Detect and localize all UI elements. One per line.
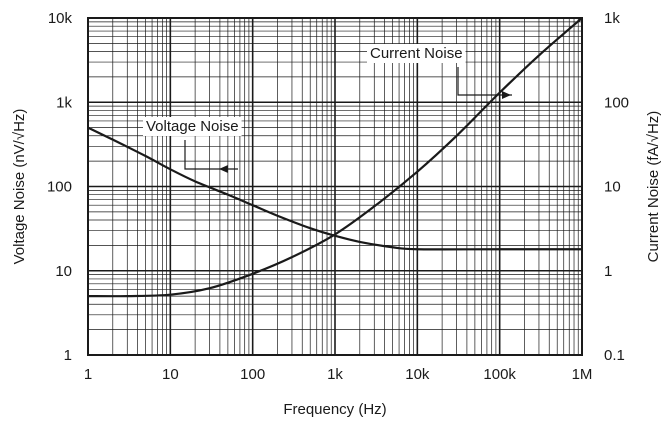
- y-right-tick-label: 100: [604, 94, 629, 111]
- y-right-tick-label: 1k: [604, 10, 620, 27]
- x-tick-label: 100: [240, 366, 265, 383]
- y-right-tick-label: 0.1: [604, 347, 625, 364]
- y-right-tick-labels: 0.1 1 10 100 1k: [604, 10, 629, 364]
- callout-layer: Voltage Noise Current Noise: [143, 44, 512, 173]
- y-left-tick-label: 10k: [48, 10, 73, 27]
- x-tick-label: 1: [84, 366, 92, 383]
- y-left-tick-label: 1k: [56, 94, 72, 111]
- y-right-tick-label: 1: [604, 263, 612, 280]
- x-tick-label: 100k: [483, 366, 516, 383]
- voltage-noise-callout-label: Voltage Noise: [146, 118, 239, 135]
- voltage-noise-series-line: [87, 126, 582, 251]
- series-layer: [87, 17, 583, 298]
- y-left-tick-label: 10: [55, 263, 72, 280]
- current-noise-callout-label: Current Noise: [370, 45, 463, 62]
- plot-frame: [87, 17, 583, 356]
- y-left-tick-label: 100: [47, 179, 72, 196]
- y-right-axis-label: Current Noise (fA/√Hz): [645, 111, 662, 263]
- x-tick-labels: 1 10 100 1k 10k 100k 1M: [84, 366, 593, 383]
- x-tick-label: 1k: [327, 366, 343, 383]
- y-right-tick-label: 10: [604, 179, 621, 196]
- voltage-noise-callout-arrowhead: [219, 165, 228, 173]
- current-noise-callout-background: [367, 44, 466, 63]
- voltage-noise-callout-leader: [184, 140, 238, 170]
- y-left-tick-label: 1: [64, 347, 72, 364]
- x-tick-label: 1M: [572, 366, 593, 383]
- x-tick-label: 10k: [405, 366, 430, 383]
- current-noise-series-line: [87, 17, 583, 298]
- x-tick-label: 10: [162, 366, 179, 383]
- current-noise-callout-arrowhead: [502, 91, 511, 99]
- x-axis-label: Frequency (Hz): [283, 401, 386, 418]
- current-noise-callout-leader: [457, 67, 512, 96]
- y-left-tick-labels: 1 10 100 1k 10k: [47, 10, 73, 364]
- y-left-axis-label: Voltage Noise (nV/√Hz): [11, 109, 28, 265]
- voltage-noise-callout-background: [143, 117, 242, 136]
